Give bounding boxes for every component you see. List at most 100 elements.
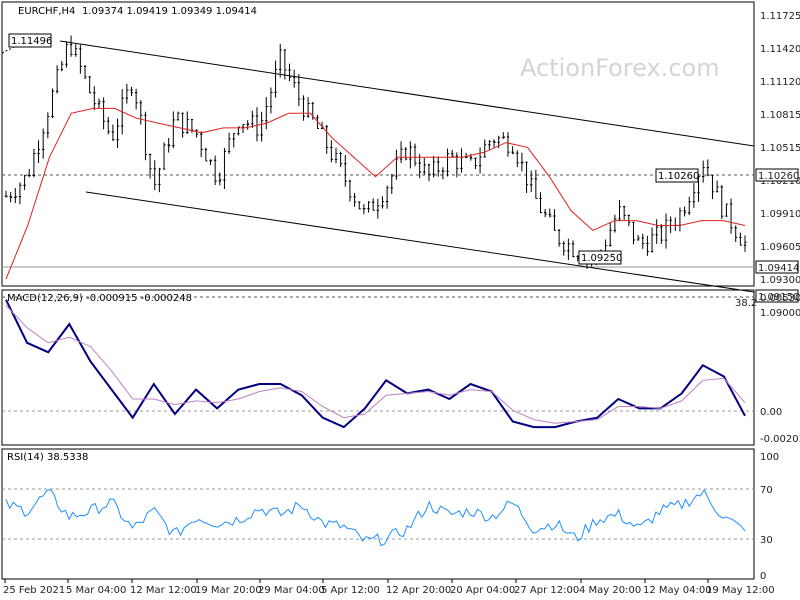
time-tick: 4 May 20:00: [579, 585, 641, 596]
candle: [213, 155, 217, 185]
candle: [488, 140, 491, 150]
candle: [37, 140, 41, 163]
candle: [79, 44, 82, 74]
candle: [474, 157, 478, 170]
candle: [367, 201, 371, 213]
macd-line: [5, 299, 746, 429]
candle: [218, 172, 222, 186]
candle: [162, 142, 166, 170]
candle: [706, 159, 710, 177]
candle: [148, 153, 152, 179]
candle: [613, 214, 617, 233]
time-tick: 25 Feb 2021: [3, 585, 65, 596]
candle: [395, 149, 399, 180]
candle: [46, 112, 50, 139]
candle: [381, 196, 385, 209]
price-label-1.10260: 1.10260: [755, 168, 799, 182]
candle: [739, 232, 742, 246]
candle: [385, 185, 389, 209]
candle: [130, 86, 134, 97]
candle: [688, 196, 691, 216]
candle: [655, 219, 659, 244]
rsi-line: [5, 488, 746, 547]
candle: [255, 107, 259, 142]
candle: [539, 192, 543, 214]
moving-average-line: [5, 107, 746, 280]
annotation-low: 1.09250: [578, 250, 622, 265]
time-tick: 19 Mar 20:00: [195, 585, 262, 596]
candle: [460, 148, 464, 173]
candle: [553, 209, 557, 231]
candle: [409, 141, 412, 169]
candle: [711, 174, 715, 200]
candle: [339, 151, 343, 168]
candle: [683, 206, 687, 217]
candle: [65, 41, 69, 68]
candle: [715, 180, 719, 193]
candle: [288, 63, 292, 82]
price-tick: 1.10515: [760, 143, 800, 154]
macd-title: MACD(12,26,9) -0.000915 -0.000248: [7, 293, 192, 304]
annotation-high: 1.11496: [8, 33, 52, 48]
candle: [678, 207, 682, 232]
candle: [725, 203, 729, 217]
channel-upper-line: [59, 40, 755, 147]
candle: [492, 139, 496, 148]
macd-tick: 0.005301: [760, 293, 800, 304]
price-label-text: 1.09414: [758, 263, 799, 274]
candle: [14, 188, 17, 204]
candle: [167, 137, 171, 153]
candle: [450, 149, 454, 157]
candle: [195, 129, 199, 138]
rsi-panel-frame: [1, 448, 755, 580]
price-label-text: 1.09150: [758, 292, 799, 303]
annotation-mid: 1.10260: [655, 168, 699, 183]
candle: [83, 65, 87, 80]
candle: [306, 97, 310, 118]
candle: [260, 111, 264, 142]
candle: [641, 233, 645, 249]
time-tick: 12 Apr 20:00: [386, 585, 451, 596]
time-tick: 5 Mar 04:00: [66, 585, 126, 596]
candle: [204, 147, 208, 162]
candle: [297, 74, 301, 106]
price-label-box: [755, 168, 799, 182]
price-tick: 1.11725: [760, 11, 800, 22]
candle: [618, 200, 622, 221]
candle: [483, 139, 487, 158]
candle: [227, 132, 231, 154]
candle: [186, 111, 189, 134]
candle: [223, 148, 227, 189]
candle: [622, 205, 626, 220]
candle: [432, 155, 436, 178]
time-tick: 19 May 12:00: [706, 585, 775, 596]
candle: [344, 155, 347, 187]
candle: [176, 111, 180, 121]
candle: [697, 174, 701, 202]
chart-header: EURCHF,H4 1.09374 1.09419 1.09349 1.0941…: [18, 6, 257, 17]
macd-signal-line: [5, 305, 746, 424]
candle: [209, 159, 213, 165]
candle: [502, 132, 505, 139]
annotation-high-label: 1.11496: [11, 36, 52, 47]
price-tick: 1.11120: [760, 77, 800, 88]
candle: [144, 111, 148, 161]
candle: [660, 224, 663, 244]
time-tick: 12 Mar 12:00: [130, 585, 197, 596]
candle: [28, 168, 31, 178]
time-tick: 20 Apr 04:00: [450, 585, 515, 596]
candle: [390, 173, 394, 194]
candle: [93, 86, 96, 110]
candle: [241, 124, 245, 134]
rsi-tick: 100: [760, 452, 779, 463]
candle: [729, 198, 733, 234]
candle: [32, 148, 36, 178]
candle: [478, 147, 482, 174]
candle: [734, 225, 738, 242]
candle: [562, 241, 566, 256]
candle: [511, 146, 515, 155]
annotation-mid-box: [655, 168, 699, 183]
price-label-current: 1.09414: [755, 260, 799, 274]
